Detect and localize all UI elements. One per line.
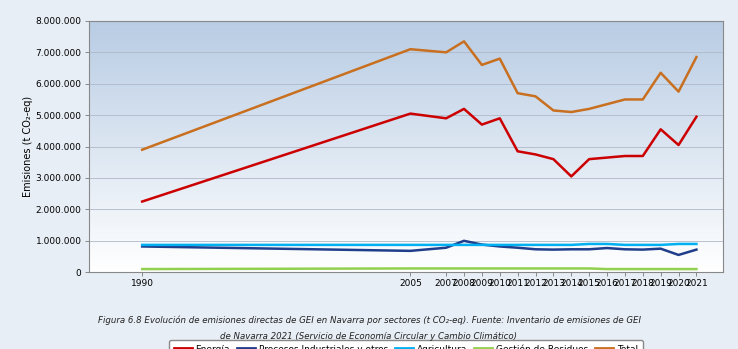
Y-axis label: Emisiones (t CO₂-eq): Emisiones (t CO₂-eq): [23, 96, 32, 197]
Text: de Navarra 2021 (Servicio de Economía Circular y Cambio Climático): de Navarra 2021 (Servicio de Economía Ci…: [221, 332, 517, 341]
Text: Figura 6.8 Evolución de emisiones directas de GEI en Navarra por sectores (t CO₂: Figura 6.8 Evolución de emisiones direct…: [97, 315, 641, 325]
Legend: Energía, Procesos Industriales y otros, Agricultura, Gestión de Residuos, Total: Energía, Procesos Industriales y otros, …: [169, 340, 643, 349]
